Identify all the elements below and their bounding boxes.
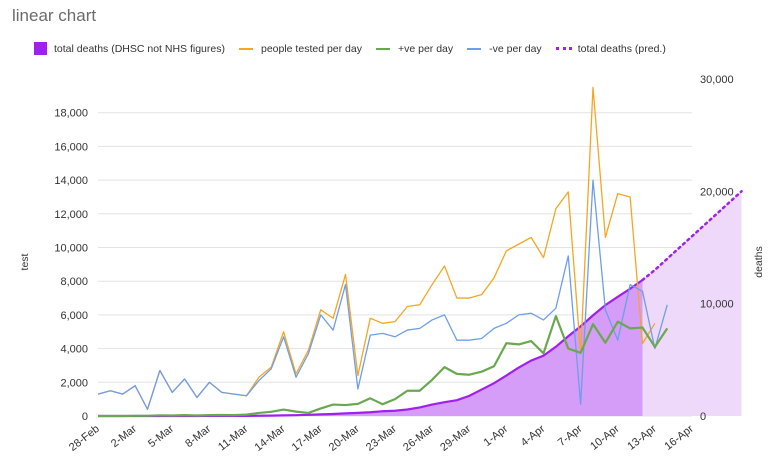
y-left-tick-label: 6,000 xyxy=(60,310,88,322)
x-tick-label: 11-Mar xyxy=(216,423,250,454)
legend-swatch xyxy=(238,47,253,50)
x-tick-label: 5-Mar xyxy=(146,423,176,450)
y-left-tick-label: 12,000 xyxy=(54,209,88,221)
chart-legend: total deaths (DHSC not NHS figures) peopl… xyxy=(34,42,680,55)
x-tick-label: 17-Mar xyxy=(290,423,325,454)
y-right-tick-label: 10,000 xyxy=(700,299,734,311)
y-left-tick-label: 14,000 xyxy=(54,175,88,187)
positive-line xyxy=(98,314,669,418)
legend-item-2: +ve per day xyxy=(375,42,454,55)
x-tick-label: 20-Mar xyxy=(327,423,362,454)
legend-label: +ve per day xyxy=(397,42,454,55)
legend-item-0: total deaths (DHSC not NHS figures) xyxy=(34,42,225,55)
x-tick-label: 1-Apr xyxy=(482,423,511,449)
y-left-tick-label: 10,000 xyxy=(54,243,88,255)
legend-label: total deaths (pred.) xyxy=(577,42,666,55)
y-left-tick-label: 16,000 xyxy=(54,141,88,153)
x-tick-label: 14-Mar xyxy=(253,423,288,454)
y-right-tick-label: 0 xyxy=(700,411,706,423)
x-tick-label: 8-Mar xyxy=(183,423,213,450)
y-left-tick-label: 0 xyxy=(82,411,88,423)
x-tick-label: 13-Apr xyxy=(625,423,659,453)
x-tick-label: 2-Mar xyxy=(109,423,139,450)
legend-item-3: -ve per day xyxy=(467,43,542,55)
y-left-tick-label: 18,000 xyxy=(54,108,88,120)
x-tick-label: 4-Apr xyxy=(519,423,548,449)
legend-swatch xyxy=(34,42,47,55)
x-tick-label: 29-Mar xyxy=(438,423,473,454)
predicted-deaths-line xyxy=(641,190,743,282)
y-left-axis-title: test xyxy=(19,253,31,270)
legend-swatch xyxy=(467,47,482,50)
x-tick-label: 26-Mar xyxy=(401,423,436,454)
x-tick-label: 23-Mar xyxy=(364,423,399,454)
y-left-tick-label: 8,000 xyxy=(60,276,88,288)
y-right-axis-title: deaths xyxy=(753,246,765,278)
legend-label: total deaths (DHSC not NHS figures) xyxy=(54,42,225,55)
x-tick-label: 16-Apr xyxy=(662,423,696,453)
total-deaths-area xyxy=(98,279,643,416)
legend-swatch xyxy=(375,47,390,50)
y-right-tick-label: 20,000 xyxy=(700,186,734,198)
x-tick-label: 28-Feb xyxy=(67,423,102,454)
negative-line xyxy=(97,179,668,410)
legend-swatch xyxy=(555,47,572,50)
y-left-tick-label: 2,000 xyxy=(60,377,88,389)
y-right-tick-label: 30,000 xyxy=(700,74,734,86)
chart-title: linear chart xyxy=(12,6,97,25)
x-tick-label: 10-Apr xyxy=(588,423,622,453)
legend-item-4: total deaths (pred.) xyxy=(555,42,666,55)
predicted-deaths-area xyxy=(642,191,742,416)
y-left-tick-label: 4,000 xyxy=(60,344,88,356)
legend-label: -ve per day xyxy=(489,42,542,55)
legend-label: people tested per day xyxy=(260,42,362,55)
legend-item-1: people tested per day xyxy=(238,42,362,55)
x-tick-label: 7-Apr xyxy=(556,423,585,449)
